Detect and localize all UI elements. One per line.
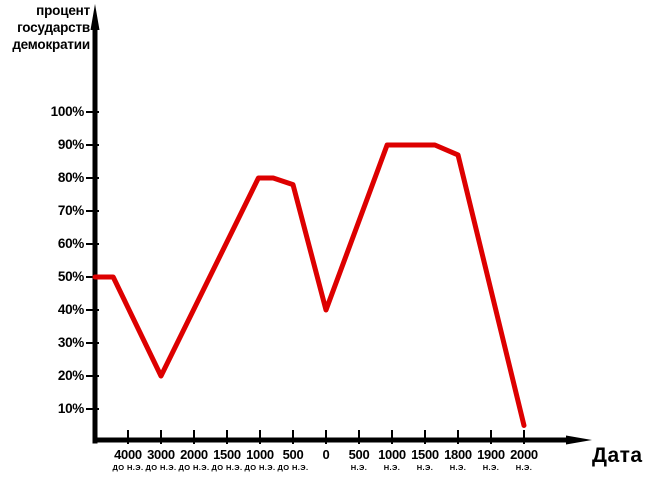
x-tick-era-label: н.э. <box>515 463 533 472</box>
y-axis-title: процент государств демократии <box>12 3 90 52</box>
x-tick-era-label: н.э. <box>449 463 467 472</box>
x-tick-label: 500 <box>282 447 304 462</box>
y-tick-label: 90% <box>57 137 84 152</box>
x-tick-label: 1000 <box>378 447 406 462</box>
x-tick-label: 1000 <box>246 447 274 462</box>
x-tick-label: 3000 <box>147 447 175 462</box>
y-tick-label: 40% <box>57 302 84 317</box>
x-tick-era-label: до н.э. <box>145 463 177 472</box>
x-tick-label: 1800 <box>444 447 472 462</box>
y-tick-label: 100% <box>50 104 85 119</box>
x-tick-era-label: до н.э. <box>211 463 243 472</box>
x-tick-era-label: н.э. <box>350 463 368 472</box>
x-tick-era-label: н.э. <box>482 463 500 472</box>
y-tick-label: 80% <box>57 170 84 185</box>
x-tick-label: 1900 <box>477 447 505 462</box>
x-tick-label: 2000 <box>510 447 538 462</box>
y-tick-label: 30% <box>57 335 84 350</box>
x-tick-era-label: до н.э. <box>112 463 144 472</box>
y-tick-label: 20% <box>57 368 84 383</box>
x-tick-label: 1500 <box>411 447 439 462</box>
y-axis-arrow <box>90 4 100 30</box>
y-tick-label: 60% <box>57 236 84 251</box>
y-tick-label: 10% <box>57 401 84 416</box>
x-tick-era-label: до н.э. <box>178 463 210 472</box>
y-tick-label: 50% <box>57 269 84 284</box>
x-tick-label: 500 <box>348 447 370 462</box>
x-tick-era-label: н.э. <box>416 463 434 472</box>
x-axis-title: Дата <box>592 444 643 467</box>
x-tick-era-label: до н.э. <box>244 463 276 472</box>
x-tick-label: 4000 <box>114 447 142 462</box>
y-tick-label: 70% <box>57 203 84 218</box>
x-tick-label: 1500 <box>213 447 241 462</box>
x-tick-label: 2000 <box>180 447 208 462</box>
x-tick-label: 0 <box>322 447 330 462</box>
data-line <box>92 142 527 428</box>
x-tick-era-label: до н.э. <box>277 463 309 472</box>
x-axis-arrow <box>566 435 592 445</box>
x-tick-era-label: н.э. <box>383 463 401 472</box>
